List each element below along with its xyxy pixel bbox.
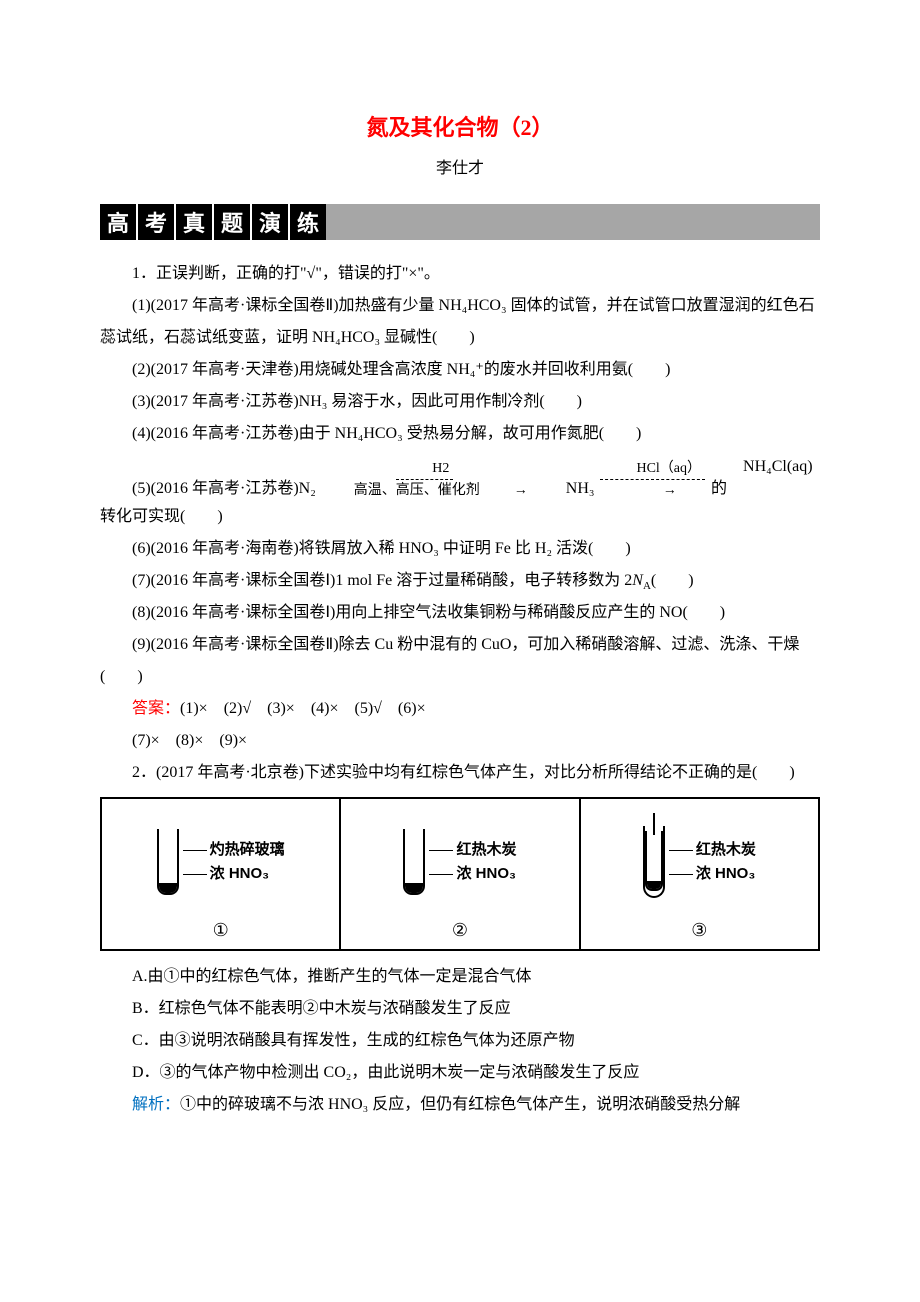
fig-cell-3: 红热木炭 浓 HNO₃ ③ [581, 799, 818, 949]
option-a: A.由①中的红棕色气体，推断产生的气体一定是混合气体 [100, 961, 820, 993]
banner-cell: 考 [138, 204, 174, 240]
q1-7-text: (7)(2016 年高考·课标全国卷Ⅰ)1 mol Fe 溶于过量稀硝酸，电子转… [132, 572, 632, 589]
banner-cell: 练 [290, 204, 326, 240]
q1-item-7: (7)(2016 年高考·课标全国卷Ⅰ)1 mol Fe 溶于过量稀硝酸，电子转… [100, 565, 820, 597]
q1-item: (1)(2017 年高考·课标全国卷Ⅱ)加热盛有少量 NH₄HCO₃ 固体的试管… [100, 290, 820, 354]
analysis-label: 解析： [132, 1096, 180, 1113]
section-banner: 高 考 真 题 演 练 [100, 204, 820, 240]
q1-7-na-sub: A [643, 580, 651, 592]
fig-labels: 红热木炭 浓 HNO₃ [429, 838, 516, 886]
outer-tube-icon [643, 826, 665, 898]
arrow-bot: → [629, 480, 677, 501]
answer-label: 答案： [132, 700, 180, 717]
option-b: B．红棕色气体不能表明②中木炭与浓硝酸发生了反应 [100, 993, 820, 1025]
q1-5-prefix: (5)(2016 年高考·江苏卷)N₂ [100, 478, 316, 500]
test-tube-icon [157, 829, 179, 895]
answer-content: (1)× (2)√ (3)× (4)× (5)√ (6)× [180, 700, 426, 717]
fig-label: 红热木炭 [429, 838, 516, 862]
arrow-top: H2 [396, 459, 453, 481]
reaction-arrow: HCl（aq） → [600, 459, 705, 501]
banner-fill [326, 204, 820, 240]
banner-cell: 演 [252, 204, 288, 240]
fig-label: 灼热碎玻璃 [183, 838, 285, 862]
fig-cell-1: 灼热碎玻璃 浓 HNO₃ ① [102, 799, 341, 949]
stick-icon [653, 813, 655, 835]
q1-5-suffix: NH₄Cl(aq)的 [711, 456, 820, 501]
fig-labels: 灼热碎玻璃 浓 HNO₃ [183, 838, 285, 886]
tube-area: 灼热碎玻璃 浓 HNO₃ [108, 813, 333, 912]
test-tube-icon [403, 829, 425, 895]
reaction-arrow: H2 高温、高压、催化剂→ [322, 459, 528, 501]
q2-intro: 2．(2017 年高考·北京卷)下述实验中均有红棕色气体产生，对比分析所得结论不… [100, 757, 820, 789]
fig-number: ② [452, 920, 468, 941]
arrow-head-icon: → [482, 481, 528, 501]
q1-7-na: N [632, 572, 643, 589]
fig-label: 红热木炭 [669, 838, 756, 862]
fig-label: 浓 HNO₃ [429, 862, 516, 886]
author: 李仕才 [100, 154, 820, 178]
q1-intro: 1．正误判断，正确的打"√"，错误的打"×"。 [100, 258, 820, 290]
q1-item: (3)(2017 年高考·江苏卷)NH₃ 易溶于水，因此可用作制冷剂( ) [100, 386, 820, 418]
analysis-line: 解析：①中的碎玻璃不与浓 HNO₃ 反应，但仍有红棕色气体产生，说明浓硝酸受热分… [100, 1089, 820, 1121]
page: 氮及其化合物（2） 李仕才 高 考 真 题 演 练 1．正误判断，正确的打"√"… [0, 0, 920, 1181]
fig-cell-2: 红热木炭 浓 HNO₃ ② [341, 799, 580, 949]
arrow-bot: 高温、高压、催化剂→ [322, 480, 528, 501]
banner-cell: 题 [214, 204, 250, 240]
banner-cell: 真 [176, 204, 212, 240]
q1-item: (9)(2016 年高考·课标全国卷Ⅱ)除去 Cu 粉中混有的 CuO，可加入稀… [100, 629, 820, 693]
fig-labels: 红热木炭 浓 HNO₃ [669, 838, 756, 886]
inner-tube-icon [645, 831, 663, 891]
arrow-top: HCl（aq） [600, 459, 705, 481]
analysis-text: ①中的碎玻璃不与浓 HNO₃ 反应，但仍有红棕色气体产生，说明浓硝酸受热分解 [180, 1096, 740, 1113]
fig-number: ① [213, 920, 229, 941]
q1-item: (2)(2017 年高考·天津卷)用烧碱处理含高浓度 NH₄⁺的废水并回收利用氨… [100, 354, 820, 386]
answer-line: 答案：(1)× (2)√ (3)× (4)× (5)√ (6)× [100, 693, 820, 725]
q1-5-mid: NH₃ [534, 478, 595, 500]
banner-cell: 高 [100, 204, 136, 240]
q1-item-5-reaction: (5)(2016 年高考·江苏卷)N₂ H2 高温、高压、催化剂→ NH₃ HC… [100, 456, 820, 501]
answer-line-2: (7)× (8)× (9)× [100, 725, 820, 757]
tube-area: 红热木炭 浓 HNO₃ [347, 813, 572, 912]
option-c: C．由③说明浓硝酸具有挥发性，生成的红棕色气体为还原产物 [100, 1025, 820, 1057]
q1-5-tail: 转化可实现( ) [100, 501, 820, 533]
q1-7-tail: ( ) [651, 572, 694, 589]
arrow-head-icon: → [631, 481, 677, 501]
option-d: D．③的气体产物中检测出 CO₂，由此说明木炭一定与浓硝酸发生了反应 [100, 1057, 820, 1089]
doc-title: 氮及其化合物（2） [100, 110, 820, 142]
fig-number: ③ [691, 920, 707, 941]
fig-label: 浓 HNO₃ [183, 862, 285, 886]
q1-item: (8)(2016 年高考·课标全国卷Ⅰ)用向上排空气法收集铜粉与稀硝酸反应产生的… [100, 597, 820, 629]
experiment-figure: 灼热碎玻璃 浓 HNO₃ ① 红热木炭 浓 HNO₃ ② [100, 797, 820, 951]
fig-label: 浓 HNO₃ [669, 862, 756, 886]
q1-item: (4)(2016 年高考·江苏卷)由于 NH₄HCO₃ 受热易分解，故可用作氮肥… [100, 418, 820, 450]
tube-area: 红热木炭 浓 HNO₃ [587, 813, 812, 912]
q1-item: (6)(2016 年高考·海南卷)将铁屑放入稀 HNO₃ 中证明 Fe 比 H₂… [100, 533, 820, 565]
arrow-bot-text: 高温、高压、催化剂 [322, 481, 480, 501]
